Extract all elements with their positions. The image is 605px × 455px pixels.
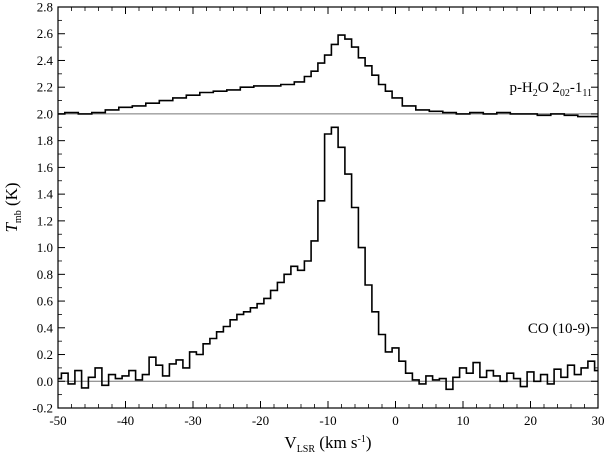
y-tick-label: 2.2 (37, 80, 53, 95)
series-line-1 (58, 126, 598, 391)
x-axis-ticks: -50 -40 -30 -20 -10 0 10 20 30 (49, 7, 605, 428)
y-axis-ticks: -0.2 0.0 0.2 0.4 0.6 0.8 1.0 1.2 1.4 1.6 1.8 2.0 2.2… (32, 0, 598, 416)
y-tick-label: 0.0 (37, 374, 53, 389)
x-tick-label: 0 (392, 413, 399, 428)
series-layer (58, 34, 598, 391)
y-tick-label: 1.6 (37, 160, 54, 175)
water-line-label: p-H2O 202-111 (509, 80, 592, 99)
y-tick-label: 1.4 (37, 187, 54, 202)
co-line-label: CO (10-9) (528, 321, 590, 337)
y-tick-label: 0.8 (37, 267, 53, 282)
plot-frame (57, 6, 599, 409)
x-tick-label: 10 (457, 413, 470, 428)
y-axis-title: Tmb (K) (2, 182, 24, 232)
y-tick-label: 1.0 (37, 240, 53, 255)
x-tick-label: -30 (184, 413, 201, 428)
y-tick-label: 2.6 (37, 26, 54, 41)
x-axis-title: VLSR (km s-1) (284, 433, 371, 455)
y-tick-label: 2.0 (37, 106, 53, 121)
y-tick-label: 2.8 (37, 0, 53, 15)
x-tick-label: -20 (252, 413, 269, 428)
y-tick-label: 0.4 (37, 320, 54, 335)
baselines (58, 113, 598, 382)
y-tick-label: 0.2 (37, 347, 53, 362)
x-tick-label: 20 (524, 413, 537, 428)
series-line-0 (58, 34, 598, 118)
x-tick-label: -10 (319, 413, 336, 428)
y-tick-label: -0.2 (32, 401, 53, 416)
x-tick-label: 30 (592, 413, 605, 428)
x-tick-label: -50 (49, 413, 66, 428)
y-tick-label: 1.2 (37, 213, 53, 228)
x-tick-label: -40 (117, 413, 134, 428)
y-tick-label: 0.6 (37, 294, 54, 309)
y-tick-label: 2.4 (37, 53, 54, 68)
y-tick-label: 1.8 (37, 133, 53, 148)
